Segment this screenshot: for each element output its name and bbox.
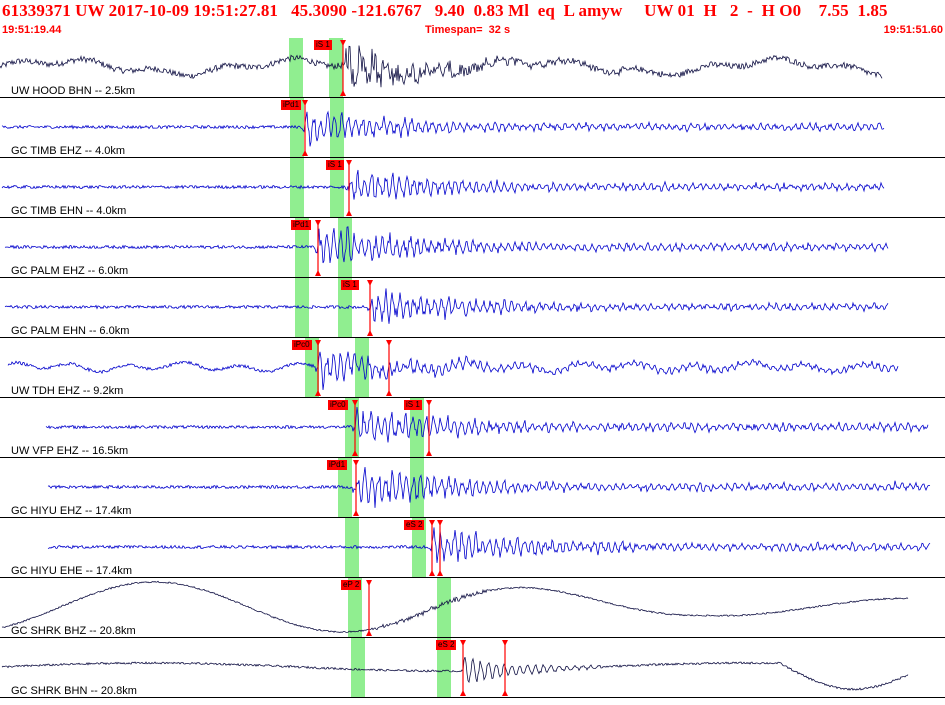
pick-arrow-icon [315,270,321,276]
waveform-trace [7,351,899,390]
pick-window-band [355,338,369,398]
station-label: GC HIYU EHE -- 17.4km [11,565,133,577]
pick-window-band [289,38,303,98]
station-label: UW TDH EHZ -- 9.2km [11,385,124,397]
pick-arrow-icon [315,390,321,396]
start-time-label: 19:51:19.44 [2,24,62,36]
pick-arrow-icon [366,580,372,586]
station-label: GC SHRK BHZ -- 20.8km [11,625,136,637]
waveform-trace [1,169,885,200]
trace-row[interactable] [0,458,945,518]
pick-label[interactable]: eS 2 [404,520,425,530]
pick-arrow-icon [302,100,308,106]
trace-row[interactable] [0,518,945,578]
pick-arrow-icon [437,520,443,526]
pick-label[interactable]: iPc0 [292,340,312,350]
pick-label[interactable]: iPd1 [327,460,348,470]
station-label: UW VFP EHZ -- 16.5km [11,445,129,457]
trace-row[interactable] [0,218,945,278]
pick-arrow-icon [426,450,432,456]
seismogram-panel[interactable]: iS 1 UW HOOD BHN -- 2.5km iPd1 GC TIMB EHZ … [0,38,945,700]
event-header: 61339371 UW 2017-10-09 19:51:27.81 45.30… [0,0,945,38]
end-time-label: 19:51:51.60 [883,24,943,36]
station-label: GC TIMB EHN -- 4.0km [11,205,127,217]
waveform-trace [47,527,931,563]
pick-arrow-icon [353,510,359,516]
trace-row[interactable] [0,158,945,218]
pick-label[interactable]: iPc0 [328,400,348,410]
pick-arrow-icon [367,280,373,286]
pick-window-band [330,98,344,158]
trace-row[interactable] [0,578,945,638]
pick-arrow-icon [460,640,466,646]
waveform-trace [45,406,929,443]
waveform-trace [1,656,909,691]
pick-arrow-icon [502,690,508,696]
pick-arrow-icon [346,160,352,166]
pick-arrow-icon [367,330,373,336]
station-label: GC PALM EHZ -- 6.0km [11,265,129,277]
pick-arrow-icon [315,340,321,346]
pick-label[interactable]: eP 2 [341,580,362,590]
waveform-trace [1,110,885,147]
pick-label[interactable]: iPd1 [281,100,302,110]
pick-arrow-icon [426,400,432,406]
pick-arrow-icon [429,570,435,576]
pick-window-band [348,578,362,638]
pick-window-band [437,578,451,638]
pick-arrow-icon [460,690,466,696]
pick-label[interactable]: iS 1 [314,40,332,50]
pick-arrow-icon [352,450,358,456]
station-label: UW HOOD BHN -- 2.5km [11,85,136,97]
waveform-trace [0,45,883,88]
pick-arrow-icon [315,220,321,226]
pick-arrow-icon [353,460,359,466]
pick-arrow-icon [352,400,358,406]
trace-row[interactable] [0,38,945,98]
pick-label[interactable]: iS 1 [341,280,359,290]
pick-arrow-icon [502,640,508,646]
trace-row[interactable] [0,98,945,158]
station-label: GC SHRK BHN -- 20.8km [11,685,137,697]
pick-arrow-icon [386,390,392,396]
pick-window-band [437,638,451,698]
station-label: GC HIYU EHZ -- 17.4km [11,505,132,517]
seismogram-canvas[interactable] [0,38,945,700]
pick-arrow-icon [340,40,346,46]
pick-arrow-icon [366,630,372,636]
pick-label[interactable]: eS 2 [436,640,457,650]
pick-arrow-icon [302,150,308,156]
pick-arrow-icon [386,340,392,346]
trace-row[interactable] [0,398,945,458]
waveform-trace [47,466,931,508]
pick-arrow-icon [437,570,443,576]
pick-arrow-icon [346,210,352,216]
pick-window-band [410,458,424,518]
pick-window-band [410,398,424,458]
station-label: GC PALM EHN -- 6.0km [11,325,130,337]
label-overlay: iS 1 UW HOOD BHN -- 2.5km iPd1 GC TIMB EHZ … [0,38,945,700]
pick-window-band [295,278,309,338]
trace-row[interactable] [0,338,945,398]
pick-window-band [295,218,309,278]
waveform-trace [4,288,889,324]
event-summary-line: 61339371 UW 2017-10-09 19:51:27.81 45.30… [2,1,888,20]
waveform-trace [4,226,889,264]
station-label: GC TIMB EHZ -- 4.0km [11,145,126,157]
pick-arrow-icon [429,520,435,526]
pick-arrow-icon [340,90,346,96]
trace-row[interactable] [0,278,945,338]
waveform-trace [1,580,909,633]
pick-label[interactable]: iS 1 [326,160,344,170]
pick-label[interactable]: iPd1 [291,220,312,230]
pick-label[interactable]: iS 1 [404,400,422,410]
timespan-label: Timespan= 32 s [425,24,511,36]
trace-row[interactable] [0,638,945,698]
pick-window-band [351,638,365,698]
